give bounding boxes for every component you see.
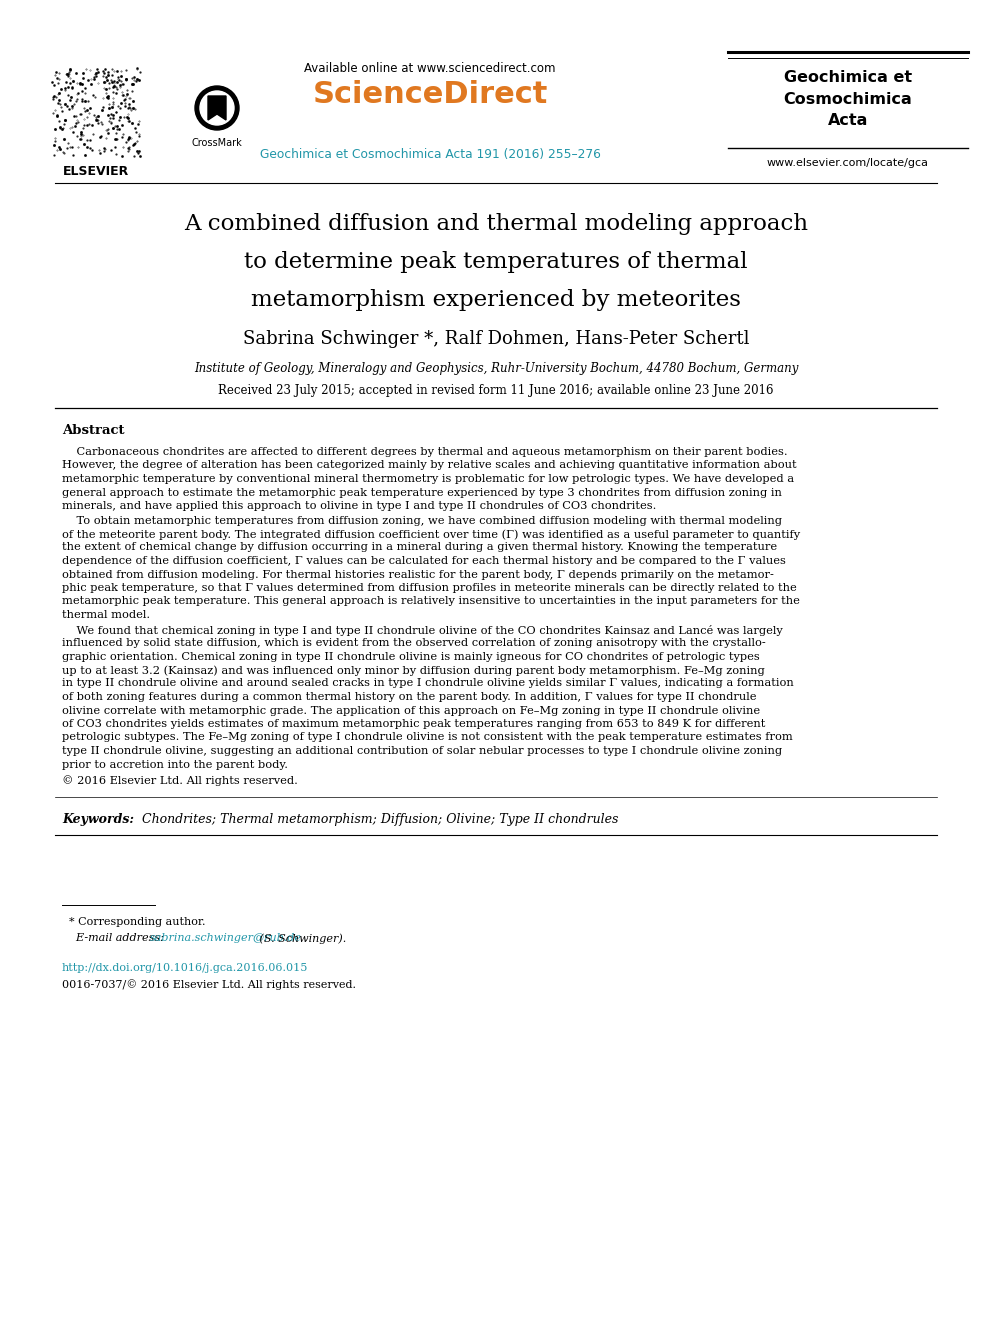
- Text: 0016-7037/© 2016 Elsevier Ltd. All rights reserved.: 0016-7037/© 2016 Elsevier Ltd. All right…: [62, 979, 356, 990]
- Text: influenced by solid state diffusion, which is evident from the observed correlat: influenced by solid state diffusion, whi…: [62, 638, 766, 648]
- Text: dependence of the diffusion coefficient, Γ values can be calculated for each the: dependence of the diffusion coefficient,…: [62, 556, 786, 566]
- Text: Available online at www.sciencedirect.com: Available online at www.sciencedirect.co…: [305, 62, 556, 75]
- Text: We found that chemical zoning in type I and type II chondrule olivine of the CO : We found that chemical zoning in type I …: [62, 624, 783, 635]
- Text: (S. Schwinger).: (S. Schwinger).: [256, 933, 346, 943]
- Text: to determine peak temperatures of thermal: to determine peak temperatures of therma…: [244, 251, 748, 273]
- Polygon shape: [208, 97, 226, 120]
- Text: Geochimica et Cosmochimica Acta 191 (2016) 255–276: Geochimica et Cosmochimica Acta 191 (201…: [260, 148, 600, 161]
- Text: prior to accretion into the parent body.: prior to accretion into the parent body.: [62, 759, 288, 770]
- Text: phic peak temperature, so that Γ values determined from diffusion profiles in me: phic peak temperature, so that Γ values …: [62, 583, 797, 593]
- Text: ELSEVIER: ELSEVIER: [62, 165, 129, 179]
- Text: metamorphic temperature by conventional mineral thermometry is problematic for l: metamorphic temperature by conventional …: [62, 474, 795, 484]
- Text: E-mail address:: E-mail address:: [62, 933, 168, 943]
- Text: thermal model.: thermal model.: [62, 610, 150, 620]
- Text: in type II chondrule olivine and around sealed cracks in type I chondrule olivin: in type II chondrule olivine and around …: [62, 679, 794, 688]
- Text: CrossMark: CrossMark: [191, 138, 242, 148]
- Text: the extent of chemical change by diffusion occurring in a mineral during a given: the extent of chemical change by diffusi…: [62, 542, 777, 553]
- Text: Chondrites; Thermal metamorphism; Diffusion; Olivine; Type II chondrules: Chondrites; Thermal metamorphism; Diffus…: [134, 814, 618, 826]
- Text: graphic orientation. Chemical zoning in type II chondrule olivine is mainly igne: graphic orientation. Chemical zoning in …: [62, 651, 760, 662]
- Text: petrologic subtypes. The Fe–Mg zoning of type I chondrule olivine is not consist: petrologic subtypes. The Fe–Mg zoning of…: [62, 733, 793, 742]
- Text: http://dx.doi.org/10.1016/j.gca.2016.06.015: http://dx.doi.org/10.1016/j.gca.2016.06.…: [62, 963, 309, 972]
- Text: olivine correlate with metamorphic grade. The application of this approach on Fe: olivine correlate with metamorphic grade…: [62, 705, 760, 716]
- Text: type II chondrule olivine, suggesting an additional contribution of solar nebula: type II chondrule olivine, suggesting an…: [62, 746, 782, 755]
- Text: of both zoning features during a common thermal history on the parent body. In a: of both zoning features during a common …: [62, 692, 757, 703]
- Text: ScienceDirect: ScienceDirect: [312, 79, 548, 108]
- Text: A combined diffusion and thermal modeling approach: A combined diffusion and thermal modelin…: [184, 213, 808, 235]
- Text: * Corresponding author.: * Corresponding author.: [62, 917, 205, 927]
- Text: However, the degree of alteration has been categorized mainly by relative scales: However, the degree of alteration has be…: [62, 460, 797, 471]
- Text: of CO3 chondrites yields estimates of maximum metamorphic peak temperatures rang: of CO3 chondrites yields estimates of ma…: [62, 718, 766, 729]
- Text: Carbonaceous chondrites are affected to different degrees by thermal and aqueous: Carbonaceous chondrites are affected to …: [62, 447, 788, 456]
- Text: Received 23 July 2015; accepted in revised form 11 June 2016; available online 2: Received 23 July 2015; accepted in revis…: [218, 384, 774, 397]
- Text: Abstract: Abstract: [62, 423, 125, 437]
- Bar: [52, 67, 140, 156]
- Text: To obtain metamorphic temperatures from diffusion zoning, we have combined diffu: To obtain metamorphic temperatures from …: [62, 516, 782, 525]
- Text: of the meteorite parent body. The integrated diffusion coefficient over time (Γ): of the meteorite parent body. The integr…: [62, 529, 801, 540]
- Text: minerals, and have applied this approach to olivine in type I and type II chondr: minerals, and have applied this approach…: [62, 501, 657, 511]
- Text: www.elsevier.com/locate/gca: www.elsevier.com/locate/gca: [767, 157, 929, 168]
- Circle shape: [195, 86, 239, 130]
- Text: Keywords:: Keywords:: [62, 814, 134, 826]
- Text: sabrina.schwinger@rub.de: sabrina.schwinger@rub.de: [150, 933, 302, 943]
- Text: obtained from diffusion modeling. For thermal histories realistic for the parent: obtained from diffusion modeling. For th…: [62, 569, 774, 579]
- Text: metamorphic peak temperature. This general approach is relatively insensitive to: metamorphic peak temperature. This gener…: [62, 597, 800, 606]
- Text: Institute of Geology, Mineralogy and Geophysics, Ruhr-University Bochum, 44780 B: Institute of Geology, Mineralogy and Geo…: [193, 363, 799, 374]
- Text: Geochimica et
Cosmochimica
Acta: Geochimica et Cosmochimica Acta: [784, 70, 913, 128]
- Text: up to at least 3.2 (Kainsaz) and was influenced only minor by diffusion during p: up to at least 3.2 (Kainsaz) and was inf…: [62, 665, 765, 676]
- Circle shape: [200, 91, 234, 124]
- Text: general approach to estimate the metamorphic peak temperature experienced by typ: general approach to estimate the metamor…: [62, 487, 782, 497]
- Text: metamorphism experienced by meteorites: metamorphism experienced by meteorites: [251, 288, 741, 311]
- Text: Sabrina Schwinger *, Ralf Dohmen, Hans-Peter Schertl: Sabrina Schwinger *, Ralf Dohmen, Hans-P…: [243, 329, 749, 348]
- Text: © 2016 Elsevier Ltd. All rights reserved.: © 2016 Elsevier Ltd. All rights reserved…: [62, 775, 298, 786]
